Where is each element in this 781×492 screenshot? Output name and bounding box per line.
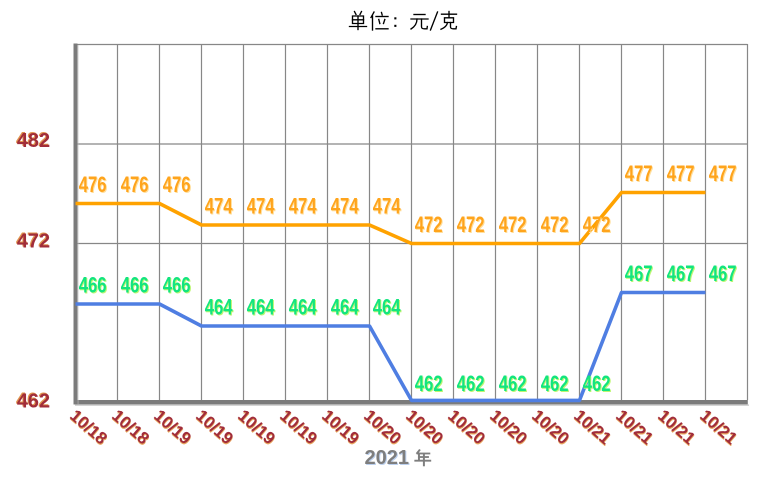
svg-text:472472: 472472 [16,229,50,252]
svg-text:466466: 466466 [121,273,150,299]
svg-text:20212021: 20212021 [365,447,411,470]
svg-text:464464: 464464 [247,295,276,321]
svg-text:477477: 477477 [709,162,738,188]
svg-text:476476: 476476 [79,173,108,199]
svg-text:467467: 467467 [667,262,696,288]
svg-text:472472: 472472 [499,213,528,239]
svg-text:474474: 474474 [331,194,360,220]
svg-text:462462: 462462 [415,372,444,398]
svg-text:472472: 472472 [541,213,570,239]
svg-text:472472: 472472 [415,213,444,239]
svg-text:482482: 482482 [16,129,50,152]
svg-text:474474: 474474 [205,194,234,220]
svg-text:464464: 464464 [331,295,360,321]
svg-text:462462: 462462 [16,389,50,412]
svg-text:462462: 462462 [457,372,486,398]
svg-text:464464: 464464 [373,295,402,321]
svg-text:474474: 474474 [373,194,402,220]
svg-text:466466: 466466 [163,273,192,299]
svg-text:466466: 466466 [79,273,108,299]
svg-text:472472: 472472 [583,213,612,239]
svg-text:474474: 474474 [289,194,318,220]
svg-text:467467: 467467 [709,262,738,288]
svg-text:462462: 462462 [499,372,528,398]
svg-text:477477: 477477 [667,162,696,188]
svg-text:462462: 462462 [541,372,570,398]
svg-text:472472: 472472 [457,213,486,239]
svg-text:476476: 476476 [163,173,192,199]
svg-text:477477: 477477 [625,162,654,188]
svg-text:467467: 467467 [625,262,654,288]
svg-text:474474: 474474 [247,194,276,220]
svg-text:476476: 476476 [121,173,150,199]
svg-text:464464: 464464 [289,295,318,321]
svg-text:462462: 462462 [583,372,612,398]
svg-text:464464: 464464 [205,295,234,321]
